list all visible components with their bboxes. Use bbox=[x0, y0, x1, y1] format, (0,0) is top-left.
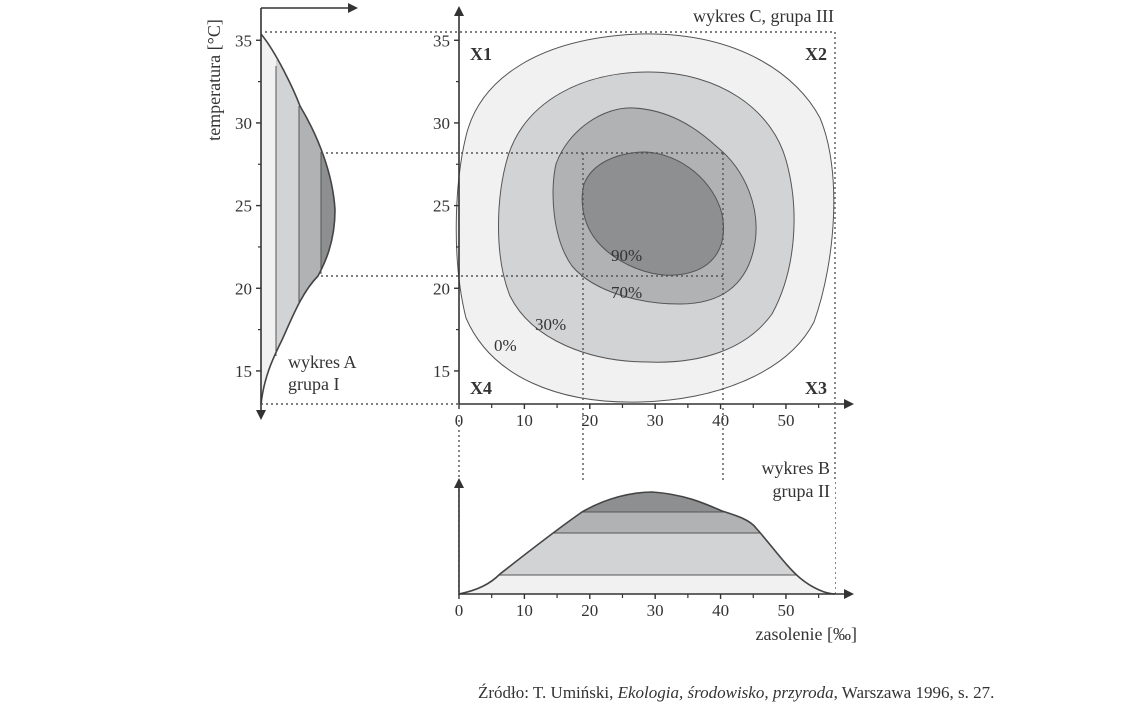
chart-b-xticks: 0 10 20 30 40 50 bbox=[455, 594, 820, 620]
corner-label-x2: X2 bbox=[805, 44, 827, 64]
source-suffix: , Warszawa 1996, s. 27. bbox=[833, 683, 995, 702]
chart-c-ytick-label: 30 bbox=[433, 114, 450, 133]
chart-c-xtick-label: 20 bbox=[581, 411, 598, 430]
chart-c-ytick-label: 35 bbox=[433, 31, 450, 50]
chart-b-x-arrow bbox=[844, 589, 854, 599]
chart-c-yticks: 15 20 25 30 35 bbox=[433, 31, 459, 381]
contour-label-0: 0% bbox=[494, 336, 517, 355]
chart-a: temperatura [°C] wykres A grupa I 15 20 25… bbox=[204, 3, 362, 420]
contour-label-30: 30% bbox=[535, 315, 566, 334]
chart-a-ytick-label: 20 bbox=[235, 279, 252, 298]
chart-b-mask bbox=[459, 480, 835, 594]
corner-label-x1: X1 bbox=[470, 44, 492, 64]
chart-a-annotation-line2: grupa I bbox=[288, 374, 339, 394]
chart-b-xtick-label: 40 bbox=[712, 601, 729, 620]
corner-label-x4: X4 bbox=[470, 378, 492, 398]
chart-a-ytick-label: 35 bbox=[235, 31, 252, 50]
chart-c-ytick-label: 15 bbox=[433, 362, 450, 381]
source-book-title: Ekologia, środowisko, przyroda bbox=[617, 683, 834, 702]
chart-b-xtick-label: 20 bbox=[581, 601, 598, 620]
chart-a-axis-arrow-down bbox=[256, 410, 266, 420]
chart-c-xticks: 0 10 20 30 40 50 bbox=[455, 404, 820, 430]
chart-a-axis-arrow-right bbox=[348, 3, 358, 13]
chart-a-annotation-line1: wykres A bbox=[288, 352, 357, 372]
chart-c-xtick-label: 10 bbox=[516, 411, 533, 430]
chart-a-outline bbox=[260, 33, 336, 405]
chart-b-xtick-label: 30 bbox=[647, 601, 664, 620]
chart-b-xtick-label: 50 bbox=[777, 601, 794, 620]
chart-b-xtick-label: 0 bbox=[455, 601, 464, 620]
chart-b: 0 10 20 30 40 50 wykres B grupa II zasolenie … bbox=[454, 458, 857, 644]
chart-c-xtick-label: 40 bbox=[712, 411, 729, 430]
chart-a-mask bbox=[261, 34, 362, 404]
contour-90 bbox=[581, 151, 724, 276]
chart-b-xlabel: zasolenie [‰] bbox=[756, 624, 857, 644]
chart-a-ytick-label: 25 bbox=[235, 197, 252, 216]
chart-c-ytick-label: 20 bbox=[433, 279, 450, 298]
corner-label-x3: X3 bbox=[805, 378, 827, 398]
chart-b-annotation-line1: wykres B bbox=[762, 458, 831, 478]
contour-label-70: 70% bbox=[611, 283, 642, 302]
contour-label-90: 90% bbox=[611, 246, 642, 265]
chart-c-xtick-label: 50 bbox=[777, 411, 794, 430]
chart-b-y-arrow bbox=[454, 478, 464, 488]
source-caption: Źródło: T. Umiński, Ekologia, środowisko… bbox=[478, 683, 994, 703]
chart-c-x-arrow bbox=[844, 399, 854, 409]
chart-a-ytick-label: 15 bbox=[235, 362, 252, 381]
chart-b-outline bbox=[458, 491, 836, 595]
chart-b-xtick-label: 10 bbox=[516, 601, 533, 620]
chart-c-title: wykres C, grupa III bbox=[693, 6, 834, 26]
chart-c-ytick-label: 25 bbox=[433, 197, 450, 216]
chart-a-ytick-label: 30 bbox=[235, 114, 252, 133]
chart-a-ylabel: temperatura [°C] bbox=[204, 19, 224, 141]
chart-b-annotation-line2: grupa II bbox=[773, 481, 830, 501]
source-prefix: Źródło: T. Umiński, bbox=[478, 683, 618, 702]
chart-c-y-arrow bbox=[454, 6, 464, 16]
chart-c-xtick-label: 30 bbox=[647, 411, 664, 430]
